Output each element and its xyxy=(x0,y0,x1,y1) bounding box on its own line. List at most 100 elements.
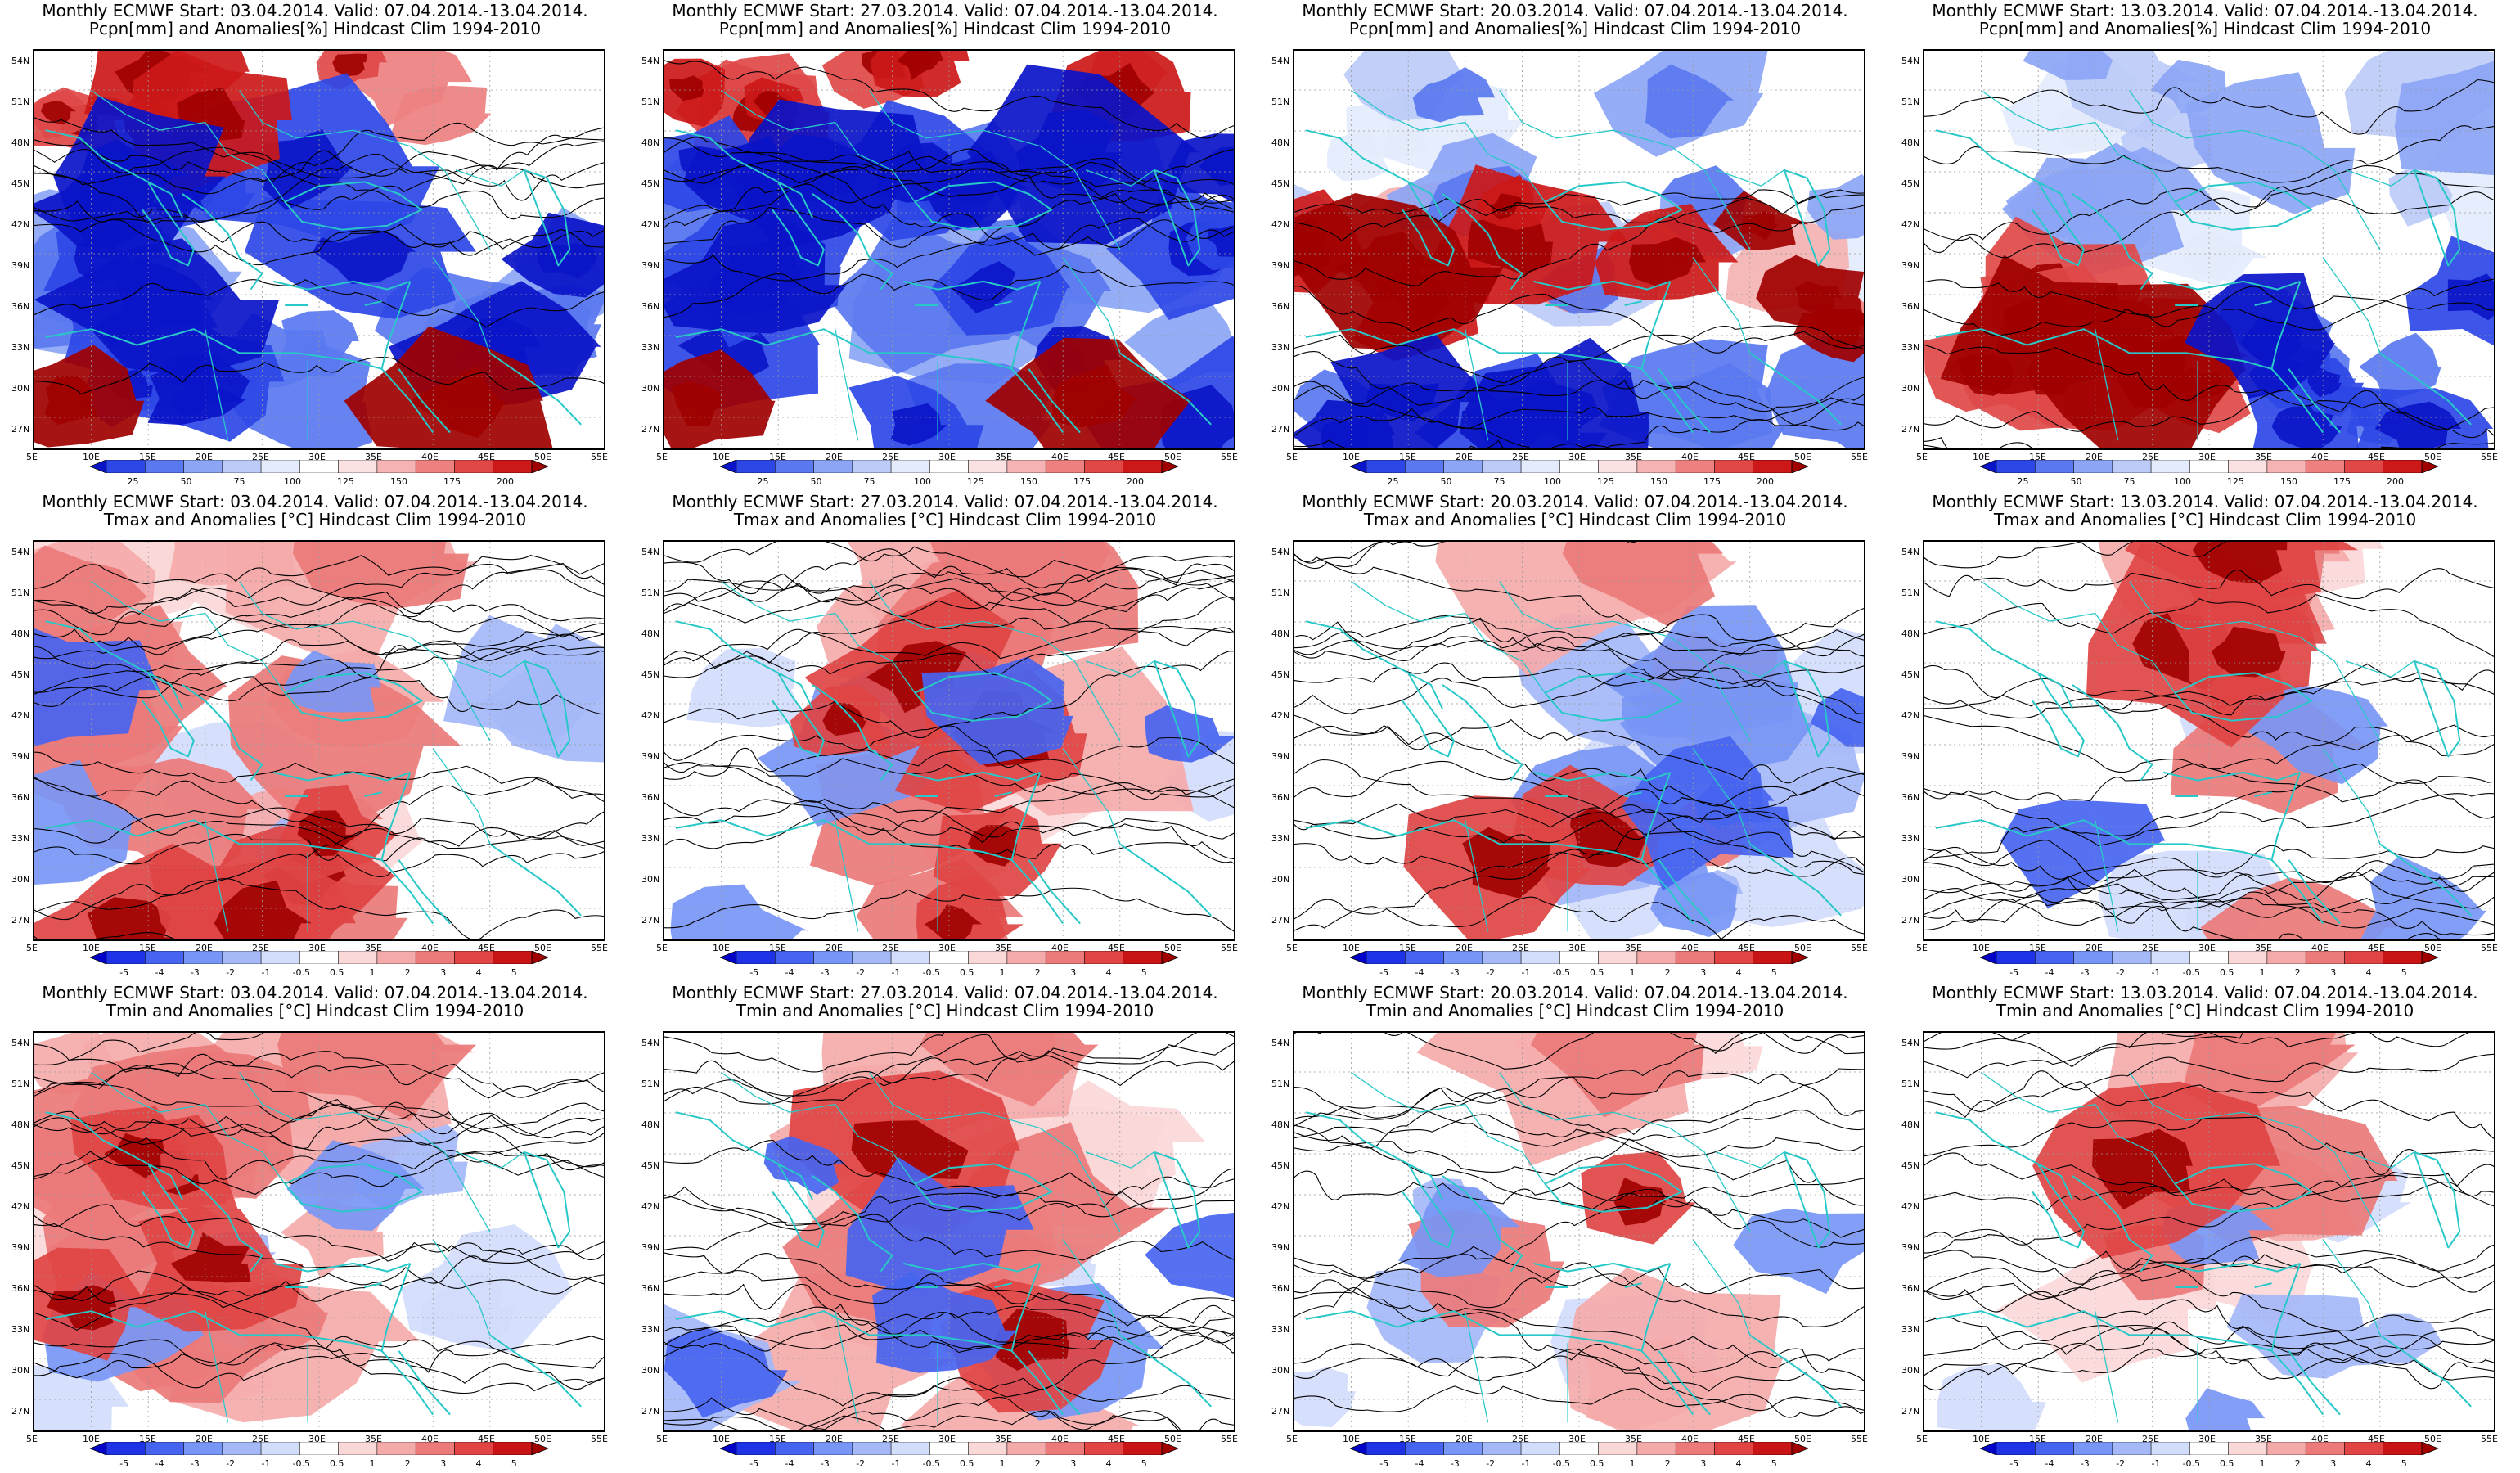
map-canvas xyxy=(1294,1033,1864,1430)
colorbar-segment xyxy=(2344,460,2383,473)
isoline xyxy=(34,1124,604,1180)
colorbar-segment xyxy=(2266,1442,2306,1455)
anomaly-shade-core xyxy=(952,261,1018,313)
colorbar-segment xyxy=(2073,1442,2113,1455)
colorbar-arrow-right xyxy=(2421,1442,2438,1455)
anomaly-shade-core xyxy=(170,385,214,416)
isoline xyxy=(664,1396,1192,1430)
coastline xyxy=(1544,1163,1683,1213)
anomaly-shade-core xyxy=(726,160,770,204)
panel-title-line2: Pcpn[mm] and Anomalies[%] Hindcast Clim … xyxy=(1348,19,1802,38)
coastline xyxy=(812,193,893,291)
country-border xyxy=(1465,1311,1489,1423)
colorbar-segment xyxy=(736,951,776,964)
colorbar-arrow-left xyxy=(90,1442,107,1455)
colorbar-tick-label: 5 xyxy=(511,967,517,978)
colorbar-tick-label: 5 xyxy=(1771,1458,1777,1469)
latitude-tick-label: 45N xyxy=(1271,669,1290,680)
coastline xyxy=(1640,368,1694,434)
latitude-tick-label: 39N xyxy=(11,1242,30,1253)
panel-title-line1: Monthly ECMWF Start: 20.03.2014. Valid: … xyxy=(1302,492,1848,511)
coastline xyxy=(380,1350,434,1416)
anomaly-shade xyxy=(1603,605,1798,744)
colorbar-segment xyxy=(260,460,300,473)
anomaly-shade-core xyxy=(170,1232,251,1283)
isoline xyxy=(664,542,1234,578)
colorbar-tick-label: 200 xyxy=(1127,476,1144,487)
anomaly-shade xyxy=(277,1033,477,1122)
panel-title-line1: Monthly ECMWF Start: 27.03.2014. Valid: … xyxy=(672,1,1218,20)
panel-title-line2: Tmax and Anomalies [°C] Hindcast Clim 19… xyxy=(1363,510,1787,529)
latitude-tick-label: 30N xyxy=(1901,383,1920,394)
coastline xyxy=(2174,181,2313,231)
isoline xyxy=(34,1270,604,1302)
coastline xyxy=(903,280,1041,291)
longitude-tick-label: 50E xyxy=(1794,943,1811,953)
colorbar-segment xyxy=(415,1442,455,1455)
country-border xyxy=(410,637,491,741)
latitude-tick-label: 33N xyxy=(11,1324,30,1335)
colorbar-arrow-left xyxy=(90,460,107,473)
longitude-tick-label: 50E xyxy=(1794,1434,1811,1444)
anomaly-shade xyxy=(921,656,1073,765)
colorbar-tick-label: -0.5 xyxy=(292,967,311,978)
colorbar-segment xyxy=(890,951,930,964)
colorbar-tick-label: -1 xyxy=(261,967,271,978)
colorbar-segment xyxy=(1045,951,1085,964)
colorbar-segment xyxy=(1123,951,1163,964)
isoline xyxy=(664,160,1234,256)
coastline xyxy=(1624,791,1642,797)
colorbar-segment xyxy=(1996,460,2036,473)
latitude-tick-label: 42N xyxy=(1271,1201,1290,1212)
isoline xyxy=(1924,542,2227,569)
anomaly-shade-core xyxy=(2374,401,2462,448)
latitude-tick-label: 42N xyxy=(11,710,30,721)
latitude-tick-label: 54N xyxy=(11,56,30,66)
latitude-tick-label: 36N xyxy=(1901,1283,1920,1294)
longitude-tick-label: 10E xyxy=(1973,1434,1990,1444)
longitude-tick-label: 55E xyxy=(591,1434,608,1444)
country-border xyxy=(869,1072,1041,1129)
country-border xyxy=(432,1239,491,1336)
colorbar-tick-label: 75 xyxy=(2123,476,2135,487)
country-border xyxy=(1062,1239,1121,1336)
latitude-tick-label: 54N xyxy=(11,547,30,557)
colorbar-tick-label: 175 xyxy=(1703,476,1721,487)
anomaly-map xyxy=(1293,1031,1865,1432)
country-border xyxy=(1062,257,1121,354)
longitude-tick-label: 55E xyxy=(591,943,608,953)
colorbar-tick-label: -2 xyxy=(856,967,866,978)
anomaly-shade-core xyxy=(1365,383,1447,422)
panel-title-line2: Pcpn[mm] and Anomalies[%] Hindcast Clim … xyxy=(718,19,1172,38)
coastline xyxy=(1935,819,2272,861)
colorbar-segment xyxy=(2035,951,2074,964)
colorbar-tick-label: 175 xyxy=(2333,476,2351,487)
isoline xyxy=(1924,1254,2494,1298)
latitude-tick-label: 36N xyxy=(11,792,30,803)
isoline xyxy=(1294,351,1864,431)
colorbar-tick-label: -5 xyxy=(749,1458,759,1469)
latitude-tick-label: 48N xyxy=(641,137,660,148)
isoline xyxy=(34,597,604,658)
isoline xyxy=(664,800,1234,864)
longitude-tick-label: 55E xyxy=(1221,943,1238,953)
coastline xyxy=(1153,169,1201,267)
anomaly-shade xyxy=(1145,705,1234,763)
colorbar-segment xyxy=(1675,951,1715,964)
isoline xyxy=(34,134,604,223)
longitude-tick-label: 50E xyxy=(534,452,551,462)
colorbar-tick-label: -5 xyxy=(2009,967,2019,978)
anomaly-shade xyxy=(2000,800,2166,909)
coastline xyxy=(2288,368,2341,434)
coastline xyxy=(364,1282,382,1288)
colorbar-arrow-left xyxy=(1350,951,1367,964)
coastline xyxy=(1010,281,1042,370)
colorbar-tick-label: 3 xyxy=(1070,967,1077,978)
coastline xyxy=(2032,181,2085,267)
coastline xyxy=(2288,859,2341,925)
coastline xyxy=(2163,280,2301,291)
colorbar-segment xyxy=(775,1442,814,1455)
map-canvas xyxy=(1294,542,1864,939)
country-border xyxy=(455,1151,524,1169)
anomaly-shade xyxy=(1733,1208,1864,1295)
